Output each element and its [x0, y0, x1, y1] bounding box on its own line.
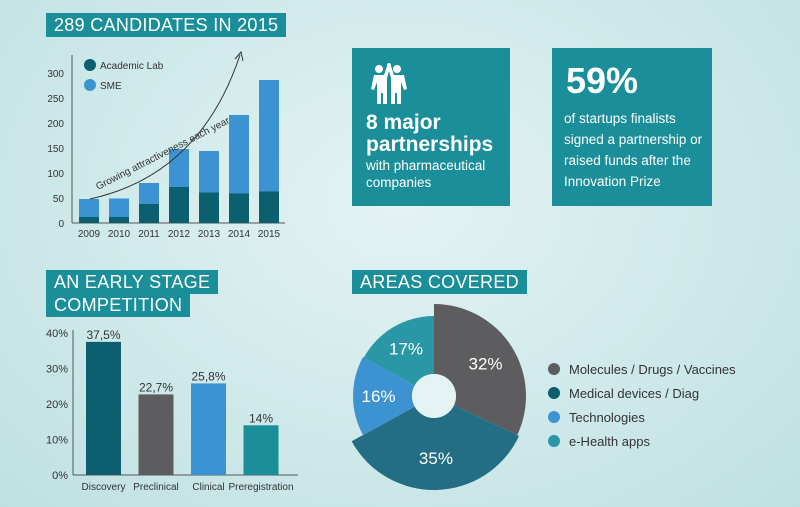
legend-label: Academic Lab [100, 61, 164, 72]
arrow-head-icon [234, 50, 244, 62]
x-tick-label: 2014 [228, 229, 251, 240]
legend-item: Technologies [548, 405, 736, 429]
legend-label: e-Health apps [569, 433, 650, 449]
y-tick-label: 0 [58, 219, 64, 230]
early-stage-title-2: COMPETITION [46, 293, 191, 317]
two-people-high-five-icon [371, 63, 407, 104]
legend-item: e-Health apps [548, 429, 736, 453]
slice-label: 32% [468, 354, 502, 373]
bar-academic-lab [199, 192, 219, 223]
slice-2 [353, 356, 415, 436]
y-tick-label: 250 [47, 94, 64, 105]
data-label: 22,7% [139, 380, 173, 394]
startups-sub: of startups finalists signed a partnersh… [564, 111, 703, 189]
areas-legend: Molecules / Drugs / Vaccines Medical dev… [548, 357, 736, 453]
bar-preclinical [138, 394, 174, 475]
bar-academic-lab [79, 217, 99, 223]
x-tick-label: Discovery [82, 482, 126, 493]
startups-card: 59% of startups finalists signed a partn… [552, 48, 712, 206]
data-label: 14% [249, 411, 273, 425]
legend-swatch [84, 79, 96, 91]
y-tick-label: 150 [47, 144, 64, 155]
y-tick-label: 200 [47, 119, 64, 130]
bar-academic-lab [109, 217, 129, 223]
partnerships-card: 8 major partnerships with pharmaceutical… [352, 48, 510, 206]
bar-clinical [191, 383, 226, 475]
slice-label: 17% [389, 340, 423, 359]
slice-3 [363, 316, 434, 386]
slice-1 [351, 405, 520, 490]
legend-label: Medical devices / Diag [569, 385, 700, 401]
early-stage-title-1: AN EARLY STAGE [46, 270, 219, 294]
y-tick-label: 20% [46, 399, 68, 411]
slice-0 [434, 304, 526, 436]
data-label: 37,5% [86, 328, 120, 342]
bar-preregistration [243, 425, 279, 475]
early-stage-chart: 0% 10% 20% 30% 40% 37,5% Discovery 22,7% Preclin… [46, 328, 298, 493]
bar-sme [229, 115, 249, 194]
x-tick-label: Preclinical [133, 482, 179, 493]
slice-label: 35% [419, 449, 453, 468]
y-tick-label: 40% [46, 328, 68, 340]
bar-sme [79, 199, 99, 217]
y-tick-label: 30% [46, 364, 68, 376]
x-tick-label: 2009 [78, 229, 101, 240]
slice-label: 16% [361, 387, 395, 406]
candidates-chart: 0 50 100 150 200 250 300 2009 2010 2011 2012 2013 20… [47, 50, 285, 240]
legend-swatch [548, 435, 560, 447]
bar-academic-lab [259, 191, 279, 223]
candidates-title: 289 CANDIDATES IN 2015 [46, 13, 287, 37]
partnerships-sub: with pharmaceutical companies [366, 158, 486, 190]
legend-item: Molecules / Drugs / Vaccines [548, 357, 736, 381]
bar-academic-lab [169, 187, 189, 223]
y-tick-label: 300 [47, 69, 64, 80]
legend-item: Medical devices / Diag [548, 381, 736, 405]
bar-discovery [86, 341, 121, 475]
x-tick-label: 2015 [258, 229, 281, 240]
x-tick-label: 2011 [138, 229, 160, 240]
areas-title: AREAS COVERED [352, 270, 527, 294]
data-label: 25,8% [191, 369, 225, 383]
x-tick-label: 2010 [108, 229, 131, 240]
areas-donut: 32% 35% 16% 17% [351, 304, 526, 490]
x-tick-label: Clinical [192, 482, 224, 493]
bar-sme [259, 80, 279, 192]
startups-percent: 59% [566, 60, 639, 101]
legend-label: Molecules / Drugs / Vaccines [569, 361, 736, 377]
bar-sme [139, 183, 159, 204]
partnerships-headline: 8 major partnerships [366, 111, 494, 156]
y-tick-label: 10% [46, 435, 68, 447]
legend-swatch [84, 59, 96, 71]
legend-label: Technologies [569, 409, 645, 425]
bar-academic-lab [139, 204, 159, 223]
legend-swatch [548, 387, 560, 399]
donut-hole [412, 374, 456, 418]
growth-arrow [89, 54, 241, 200]
x-tick-label: Preregistration [228, 482, 293, 493]
legend-swatch [548, 363, 560, 375]
legend-swatch [548, 411, 560, 423]
y-tick-label: 50 [53, 194, 65, 205]
y-tick-label: 0% [52, 470, 68, 482]
bar-sme [199, 151, 219, 193]
x-tick-label: 2012 [168, 229, 191, 240]
legend-label: SME [100, 81, 122, 92]
x-tick-label: 2013 [198, 229, 221, 240]
bar-academic-lab [229, 193, 249, 223]
bar-sme [109, 198, 129, 217]
y-tick-label: 100 [47, 169, 64, 180]
